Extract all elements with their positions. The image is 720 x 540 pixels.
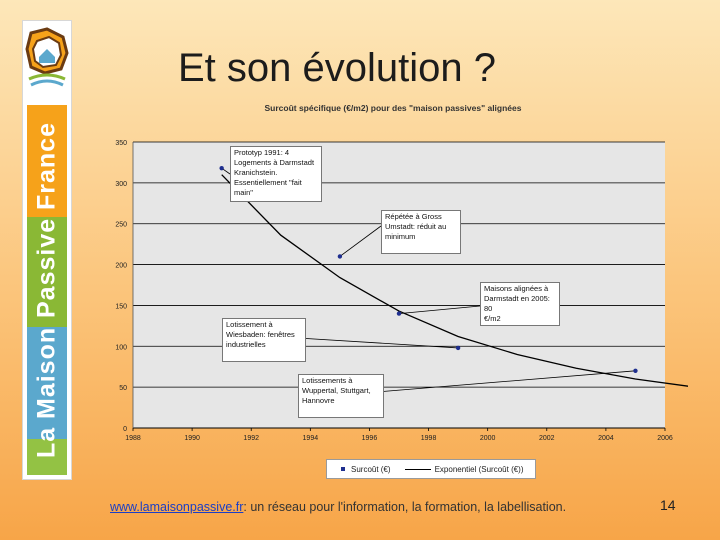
brand-word-la: La xyxy=(32,426,61,458)
y-tick-label: 0 xyxy=(123,426,127,433)
x-tick-label: 1988 xyxy=(125,435,141,442)
data-point xyxy=(396,311,402,316)
y-tick-label: 250 xyxy=(115,222,127,229)
connector-layer xyxy=(221,167,636,393)
brand-word-maison: Maison xyxy=(32,326,61,419)
chart-area: Surcoût spécifique (€/m2) pour des "mais… xyxy=(88,96,688,488)
data-point xyxy=(455,345,461,351)
brand-name: La Maison Passive France xyxy=(27,105,67,475)
data-point xyxy=(219,165,224,171)
x-tick-label: 1998 xyxy=(421,435,437,442)
brand-strip-blue xyxy=(27,327,67,439)
x-tick-label: 2002 xyxy=(539,435,555,442)
brand-banner: La Maison Passive France xyxy=(22,20,72,480)
brand-strip-green xyxy=(27,217,67,327)
cost-chart: Surcoût spécifique (€/m2) pour des "mais… xyxy=(115,103,688,442)
y-tick-label: 150 xyxy=(115,303,127,310)
chart-legend: Surcoût (€) Exponentiel (Surcoût (€)) xyxy=(326,459,536,479)
house-logo-icon xyxy=(25,27,69,87)
trend-line xyxy=(221,174,688,387)
x-tick-label: 1990 xyxy=(184,435,200,442)
x-tick-label: 1996 xyxy=(362,435,378,442)
x-tick-label: 2004 xyxy=(598,435,614,442)
legend-point-marker xyxy=(341,467,345,471)
annotation-connector xyxy=(339,225,382,257)
x-tick-label: 2006 xyxy=(657,435,673,442)
y-tick-label: 300 xyxy=(115,181,127,188)
annotation-gross-umstadt: Répétée à Gross Umstadt: réduit au minim… xyxy=(381,210,461,254)
y-tick-label: 200 xyxy=(115,263,127,270)
footer: www.lamaisonpassive.fr: un réseau pour l… xyxy=(110,500,566,514)
chart-title: Surcoût spécifique (€/m2) pour des "mais… xyxy=(264,103,521,113)
x-tick-label: 2000 xyxy=(480,435,496,442)
website-link[interactable]: www.lamaisonpassive.fr xyxy=(110,500,244,514)
legend-label-trend: Exponentiel (Surcoût (€)) xyxy=(434,464,524,474)
annotation-connector xyxy=(398,305,481,314)
trend-layer xyxy=(221,174,688,387)
point-layer xyxy=(219,165,638,373)
plot-background xyxy=(133,142,665,428)
footer-tagline: : un réseau pour l'information, la forma… xyxy=(243,500,567,514)
legend-item-trend: Exponentiel (Surcoût (€)) xyxy=(404,464,524,474)
page-number: 14 xyxy=(660,497,676,513)
legend-label-points: Surcoût (€) xyxy=(351,464,391,474)
annotation-darmstadt-2005: Maisons alignées à Darmstadt en 2005: 80… xyxy=(480,282,560,326)
x-tick-label: 1994 xyxy=(303,435,319,442)
legend-item-points: Surcoût (€) xyxy=(341,465,391,474)
annotation-wiesbaden: Lotissement à Wiesbaden: fenêtres indust… xyxy=(222,318,306,362)
data-point xyxy=(337,254,343,259)
axes: 0 50 100 150 200 250 300 350 1988 1990 1992 1994 199… xyxy=(115,140,673,442)
y-tick-label: 50 xyxy=(119,385,127,392)
legend-trend-line xyxy=(404,468,431,470)
data-point xyxy=(633,368,638,373)
brand-strip-light-green xyxy=(27,439,67,475)
brand-word-passive: Passive xyxy=(32,218,61,319)
annotation-wuppertal: Lotissements à Wuppertal, Stuttgart, Han… xyxy=(298,374,384,418)
slide-title: Et son évolution ? xyxy=(178,46,496,90)
y-tick-label: 100 xyxy=(115,344,127,351)
annotation-prototype: Prototyp 1991: 4 Logements à Darmstadt K… xyxy=(230,146,322,202)
brand-strip-orange xyxy=(27,105,67,217)
brand-word-france: France xyxy=(32,122,61,211)
annotation-connector xyxy=(297,337,459,349)
x-tick-label: 1992 xyxy=(243,435,259,442)
y-tick-label: 350 xyxy=(115,140,127,147)
annotation-connector xyxy=(375,370,636,393)
